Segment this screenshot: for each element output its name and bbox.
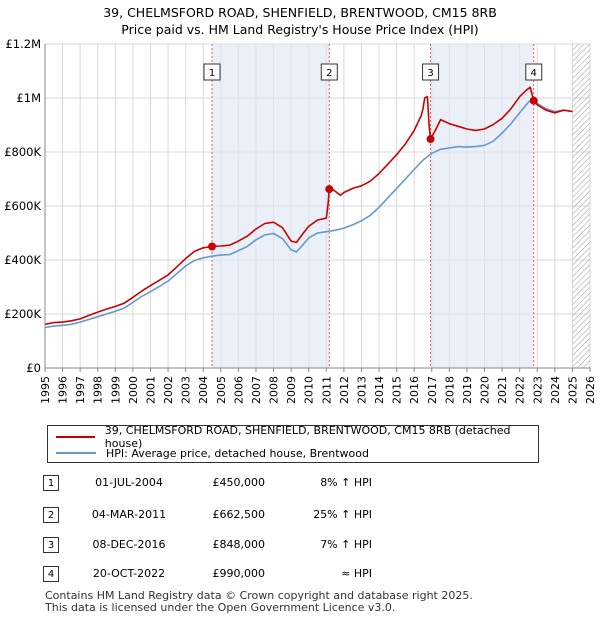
footer-attribution: Contains HM Land Registry data © Crown c… [45,590,473,614]
sale-point [325,185,334,194]
sale-price: £848,000 [212,538,266,551]
x-tick-label: 2022 [514,376,527,404]
x-tick-label: 2015 [391,376,404,404]
sale-box-label: 1 [209,68,215,79]
sale-number-box: 4 [43,566,59,582]
x-tick-label: 2021 [496,376,509,404]
sale-box-label: 3 [427,68,433,79]
x-tick-label: 2000 [127,376,140,404]
legend-item-hpi: HPI: Average price, detached house, Bren… [56,445,369,461]
sale-box [320,63,338,81]
x-tick-label: 1997 [74,376,87,404]
x-tick-label: 2006 [232,376,245,404]
x-tick-label: 2025 [566,376,579,404]
sale-number-box: 2 [43,507,59,523]
sale-number-boxes: 1 2 3 4 [203,63,543,81]
sale-point [208,242,217,251]
sale-price: £450,000 [212,476,266,489]
sale-box [203,63,221,81]
price-chart: 1 2 3 4 £0 £200K £400K £600K £800K £1M £1.2M 1995 1… [4,37,597,404]
legend-swatch-property [56,436,95,438]
chart-title-block: 39, CHELMSFORD ROAD, SHENFIELD, BRENTWOO… [0,4,600,38]
sale-box-label: 2 [326,68,332,79]
forecast-region [572,44,590,368]
y-tick-label: £800K [4,145,41,159]
x-tick-label: 2001 [144,376,157,404]
forecast-hatch [572,44,590,368]
x-tick-label: 2016 [408,376,421,404]
x-tick-label: 2008 [268,376,281,404]
sale-price: £990,000 [212,567,266,580]
x-tick-label: 2023 [531,376,544,404]
sale-row: 1 01-JUL-2004 £450,000 8% ↑ HPI [0,475,600,495]
x-tick-label: 1995 [39,376,52,404]
sale-number-box: 1 [43,475,59,491]
x-tick-label: 1998 [92,376,105,404]
x-tick-label: 2002 [162,376,175,404]
y-tick-label: £1M [16,91,41,105]
sale-box [525,63,543,81]
sale-row: 4 20-OCT-2022 £990,000 ≈ HPI [0,566,600,586]
x-tick-label: 2012 [338,376,351,404]
sale-points [208,96,538,251]
legend-item-property: 39, CHELMSFORD ROAD, SHENFIELD, BRENTWOO… [56,424,538,450]
x-tick-label: 2024 [549,376,562,404]
x-tick-label: 2017 [426,376,439,404]
x-tick-label: 2007 [250,376,263,404]
shaded-period [212,44,330,368]
sale-point [426,135,435,144]
x-tick-label: 1999 [109,376,122,404]
x-tick-label: 2014 [373,376,386,404]
y-tick-label: £200K [4,307,41,321]
sale-date: 04-MAR-2011 [91,508,167,521]
sale-date: 01-JUL-2004 [95,476,163,489]
footer-licence: This data is licensed under the Open Gov… [45,601,396,614]
x-tick-label: 2003 [180,376,193,404]
x-tick-label: 1996 [57,376,70,404]
x-tick-label: 2005 [215,376,228,404]
x-tick-label: 2020 [479,376,492,404]
legend-label-property: 39, CHELMSFORD ROAD, SHENFIELD, BRENTWOO… [104,424,511,450]
chart-shaded-periods [212,44,534,368]
x-tick-label: 2026 [584,376,597,404]
sale-box-label: 4 [531,68,537,79]
x-tick-label: 2013 [355,376,368,404]
legend-swatch-hpi [56,452,96,454]
sale-hpi-comparison: 8% ↑ HPI [320,476,372,489]
x-tick-label: 2009 [285,376,298,404]
sale-number-box: 3 [43,537,59,553]
chart-title: 39, CHELMSFORD ROAD, SHENFIELD, BRENTWOO… [103,5,497,20]
chart-legend: 39, CHELMSFORD ROAD, SHENFIELD, BRENTWOO… [47,424,539,463]
sale-box [422,63,440,81]
footer-copyright: Contains HM Land Registry data © Crown c… [45,589,473,602]
chart-subtitle: Price paid vs. HM Land Registry's House … [121,22,479,37]
sale-row: 2 04-MAR-2011 £662,500 25% ↑ HPI [0,507,600,527]
sale-date: 08-DEC-2016 [92,538,166,551]
x-tick-label: 2011 [320,376,333,404]
y-tick-label: £400K [4,253,41,267]
legend-label-hpi: HPI: Average price, detached house, Bren… [106,446,369,460]
y-tick-label: £600K [4,199,41,213]
shaded-period [430,44,534,368]
sale-date: 20-OCT-2022 [92,567,166,580]
sale-hpi-comparison: 7% ↑ HPI [320,538,372,551]
sale-price: £662,500 [212,508,266,521]
x-tick-label: 2004 [197,376,210,404]
x-tick-label: 2018 [443,376,456,404]
y-tick-label: £0 [26,361,41,375]
hpi-line [45,98,573,329]
chart-axes: £0 £200K £400K £600K £800K £1M £1.2M 1995 1996 19… [4,37,597,404]
x-tick-label: 2010 [303,376,316,404]
y-tick-label: £1.2M [5,37,41,51]
sale-point [529,96,538,105]
sale-hpi-comparison: ≈ HPI [341,567,372,580]
sale-hpi-comparison: 25% ↑ HPI [313,508,372,521]
x-tick-label: 2019 [461,376,474,404]
sale-row: 3 08-DEC-2016 £848,000 7% ↑ HPI [0,537,600,557]
